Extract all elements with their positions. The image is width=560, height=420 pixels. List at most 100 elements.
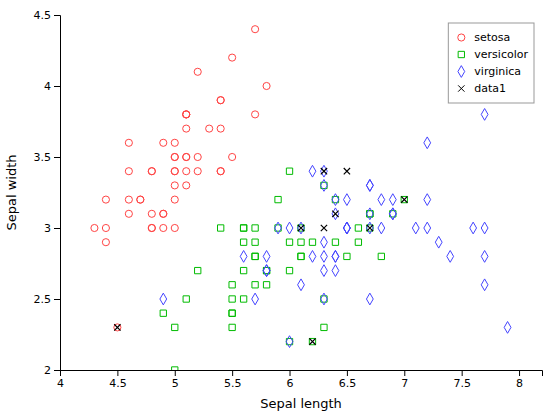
legend-entry: versicolor [458,48,528,61]
point [240,267,246,273]
x-axis-title: Sepal length [260,396,342,411]
point [252,26,259,33]
point [378,222,385,234]
point [252,239,258,245]
point [309,338,315,344]
series [114,168,407,345]
x-tick-label: 6 [287,377,294,390]
series [91,26,270,331]
legend-label: versicolor [474,48,528,61]
point [481,222,488,234]
chart: 44.555.566.577.5822.533.544.5Sepal lengt… [0,0,560,420]
point [252,225,258,231]
point [183,153,190,160]
x-tick: 6 [287,370,294,390]
point [240,251,247,263]
point [298,239,304,245]
point [504,322,511,334]
point [217,125,224,132]
point [367,225,373,231]
point [481,109,488,121]
point [160,310,166,316]
y-tick-label: 2 [44,364,51,377]
point [183,296,189,302]
point [286,222,293,234]
x-tick-label: 4 [57,377,64,390]
legend-frame [448,23,534,103]
point [332,239,338,245]
point [367,225,373,231]
y-tick: 2 [44,364,60,377]
point [229,296,235,302]
x-tick-mark [462,370,463,376]
point [171,153,178,160]
y-tick-mark [54,228,60,229]
point [366,180,373,192]
point [424,222,431,234]
point [183,111,190,118]
y-tick: 3 [44,222,60,235]
series [160,109,511,348]
point [366,293,373,305]
point [263,82,270,89]
y-tick-mark [54,370,60,371]
x-tick: 6.5 [339,370,357,390]
point [102,239,109,246]
point [321,236,328,248]
point [275,222,282,234]
point [160,139,167,146]
x-tick: 8 [516,370,523,390]
point [481,251,488,263]
point [171,153,178,160]
legend-symbol [458,85,464,91]
point [137,196,144,203]
point [171,196,178,203]
point [229,310,235,316]
point [309,239,315,245]
legend: setosa versicolor virginica data1 [448,23,534,103]
y-tick-mark [54,86,60,87]
point [217,168,224,175]
point [240,239,246,245]
x-tick-label: 7 [401,377,408,390]
x-tick-mark [404,370,405,376]
x-tick-mark [347,370,348,376]
point [171,168,178,175]
point [183,111,190,118]
point [321,168,327,174]
point [378,194,385,206]
x-tick: 7.5 [453,370,471,390]
point [355,239,361,245]
point [298,279,305,291]
point [344,222,351,234]
point [275,196,281,202]
legend-entry: virginica [458,65,521,78]
point [229,324,235,330]
point [481,279,488,291]
y-tick: 4.5 [34,9,61,22]
legend-symbol [458,66,465,78]
point [183,153,190,160]
x-tick: 7 [401,370,408,390]
x-tick-label: 5.5 [224,377,242,390]
x-tick-label: 8 [516,377,523,390]
point [298,253,304,259]
point [114,324,121,331]
x-tick: 5 [172,370,179,390]
legend-entry: setosa [458,31,511,44]
point [263,251,270,263]
point [125,210,132,217]
y-axis-title: Sepal width [4,154,19,230]
legend-label: data1 [474,82,506,95]
point [218,225,224,231]
point [286,336,293,348]
y-tick-label: 3.5 [34,151,52,164]
x-tick-label: 7.5 [453,377,471,390]
x-tick: 4 [57,370,64,390]
point [332,208,339,220]
point [102,196,109,203]
x-tick-label: 5 [172,377,179,390]
point [252,253,258,259]
point [332,211,338,217]
point [148,210,155,217]
